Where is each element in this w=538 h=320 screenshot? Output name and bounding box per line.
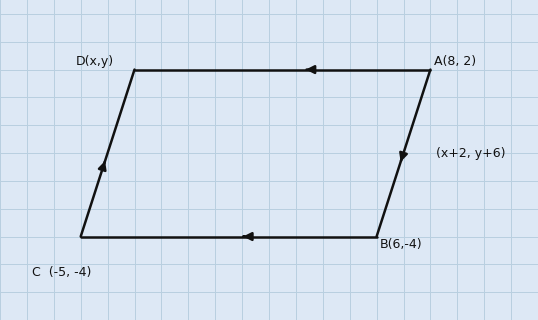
Text: D(x,y): D(x,y) (75, 55, 114, 68)
Text: (x+2, y+6): (x+2, y+6) (436, 147, 505, 160)
Text: C  (-5, -4): C (-5, -4) (32, 266, 91, 279)
Text: A(8, 2): A(8, 2) (435, 55, 477, 68)
Text: B(6,-4): B(6,-4) (379, 238, 422, 251)
